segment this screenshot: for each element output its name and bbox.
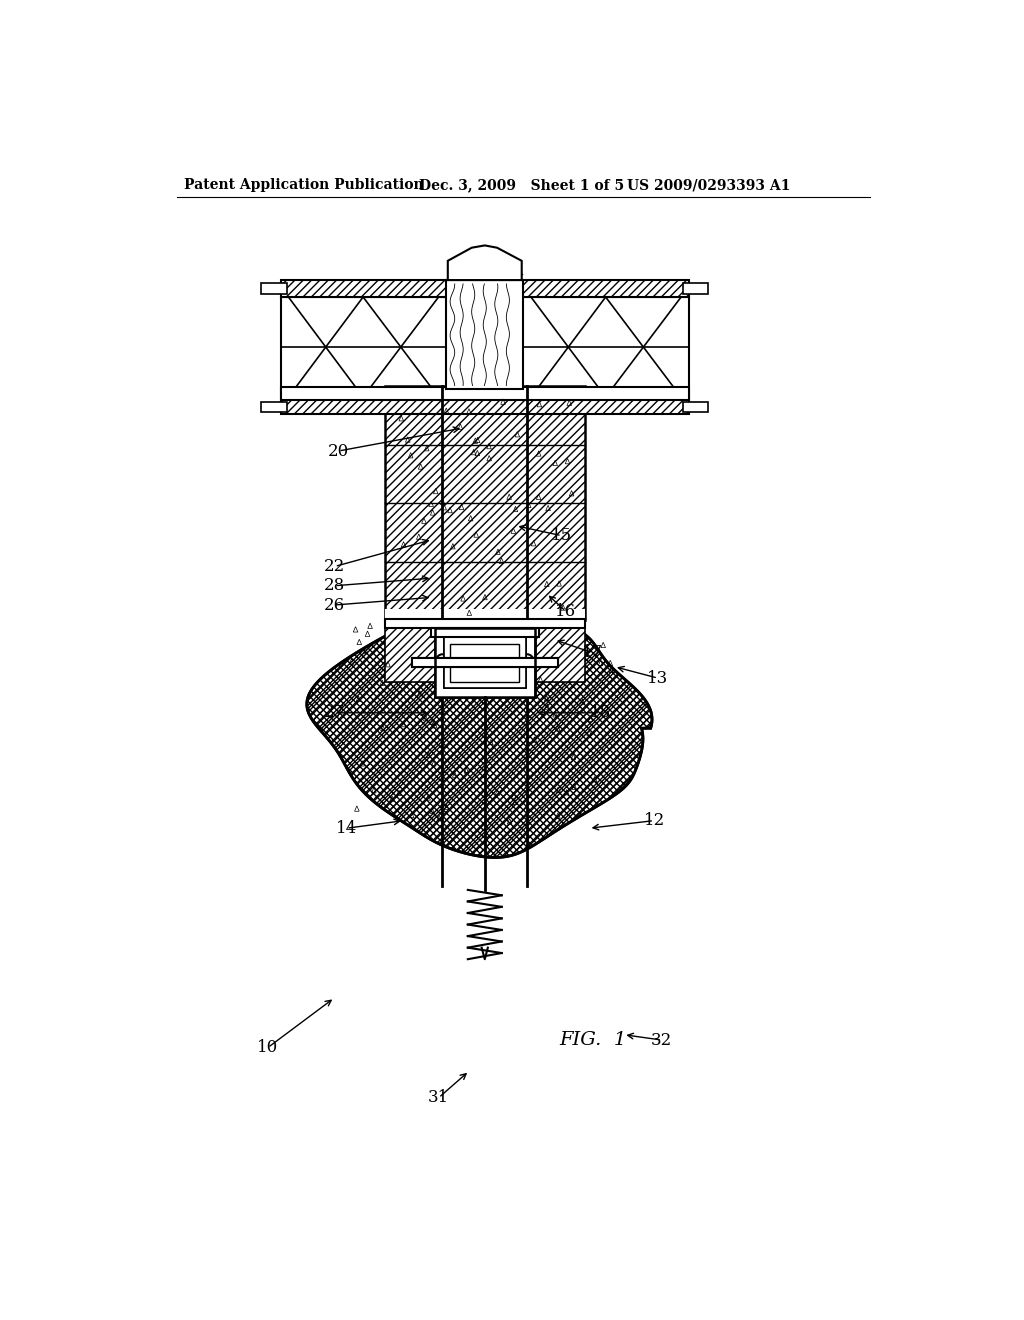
Text: 13: 13 bbox=[647, 669, 669, 686]
Text: 15: 15 bbox=[551, 527, 572, 544]
Text: US 2009/0293393 A1: US 2009/0293393 A1 bbox=[628, 178, 791, 193]
Text: Dec. 3, 2009   Sheet 1 of 5: Dec. 3, 2009 Sheet 1 of 5 bbox=[419, 178, 625, 193]
Text: 22: 22 bbox=[324, 558, 345, 576]
Bar bbox=[435, 628, 535, 697]
Bar bbox=[385, 609, 585, 620]
Bar bbox=[446, 280, 523, 389]
Text: 14: 14 bbox=[336, 820, 356, 837]
Bar bbox=[261, 284, 287, 294]
Text: 26: 26 bbox=[324, 597, 345, 614]
Bar bbox=[385, 385, 585, 620]
Text: 18: 18 bbox=[590, 705, 611, 721]
Bar bbox=[281, 387, 689, 401]
Bar bbox=[261, 403, 287, 412]
Text: 28: 28 bbox=[324, 577, 345, 594]
Circle shape bbox=[436, 655, 449, 667]
Bar bbox=[412, 659, 558, 668]
Text: 20: 20 bbox=[328, 442, 349, 459]
Text: 31: 31 bbox=[428, 1089, 450, 1106]
Text: 16: 16 bbox=[555, 603, 577, 619]
Bar bbox=[412, 659, 558, 668]
Text: Patent Application Publication: Patent Application Publication bbox=[184, 178, 424, 193]
Bar bbox=[451, 644, 519, 682]
Bar bbox=[435, 628, 535, 697]
Polygon shape bbox=[307, 616, 652, 858]
Text: 27: 27 bbox=[324, 705, 345, 721]
Text: 12: 12 bbox=[643, 812, 665, 829]
Bar bbox=[385, 620, 585, 682]
Bar bbox=[683, 284, 708, 294]
Text: 32: 32 bbox=[651, 1031, 673, 1048]
Text: 17: 17 bbox=[582, 644, 603, 661]
Bar bbox=[281, 400, 689, 414]
Polygon shape bbox=[447, 246, 521, 280]
Bar bbox=[431, 628, 539, 638]
Bar bbox=[385, 619, 585, 628]
Text: 10: 10 bbox=[257, 1039, 279, 1056]
Bar bbox=[451, 644, 519, 682]
Text: FIG.  1: FIG. 1 bbox=[559, 1031, 627, 1049]
Bar bbox=[281, 297, 689, 397]
Circle shape bbox=[521, 655, 534, 667]
Bar bbox=[683, 403, 708, 412]
Bar bbox=[281, 280, 689, 297]
Bar bbox=[435, 628, 535, 697]
Bar bbox=[444, 638, 525, 688]
Bar bbox=[444, 638, 525, 688]
